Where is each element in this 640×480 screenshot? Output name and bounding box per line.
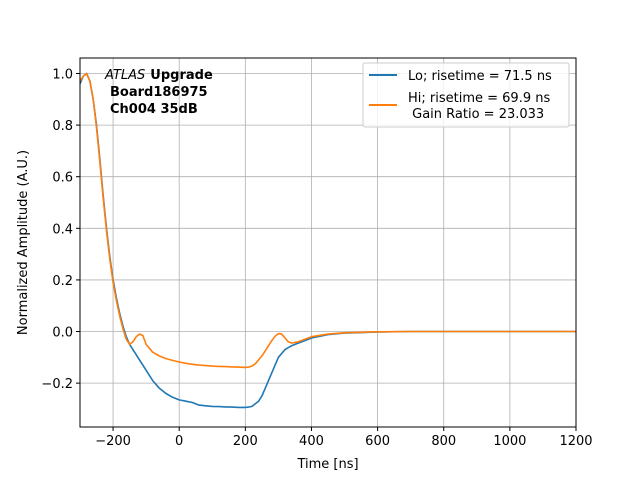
x-tick-label: 800 <box>431 434 456 449</box>
atlas-annotation: ATLAS Upgrade Board186975 Ch004 35dB <box>104 68 213 117</box>
annotation-upgrade: Upgrade <box>150 68 213 83</box>
y-tick-label: 0.2 <box>52 274 73 289</box>
annotation-line-1: ATLAS Upgrade <box>104 68 213 83</box>
annotation-atlas: ATLAS <box>104 68 145 83</box>
y-axis-label: Normalized Amplitude (A.U.) <box>16 150 31 335</box>
x-tick-label: 1000 <box>493 434 526 449</box>
legend-label-lo: Lo; risetime = 71.5 ns <box>408 69 552 84</box>
y-tick-label: 1.0 <box>52 67 73 82</box>
plot-frame <box>79 57 577 428</box>
series-hi-line <box>79 72 576 369</box>
series-layer <box>79 72 576 409</box>
y-tick-label: 0.8 <box>52 119 73 134</box>
ticks: −200 0 200 400 600 800 1000 1200 −0.2 0.0 0.2 0.4 0.… <box>41 67 592 449</box>
x-tick-label: −200 <box>95 434 131 449</box>
x-axis-label: Time [ns] <box>296 457 358 472</box>
annotation-line-3: Ch004 35dB <box>110 102 198 117</box>
x-tick-label: 1200 <box>559 434 592 449</box>
legend: Lo; risetime = 71.5 ns Hi; risetime = 69… <box>362 62 570 128</box>
x-tick-label: 200 <box>233 434 258 449</box>
legend-box <box>362 62 570 128</box>
y-tick-label: 0.6 <box>52 171 73 186</box>
x-tick-label: 400 <box>299 434 324 449</box>
legend-label-hi: Hi; risetime = 69.9 ns Gain Ratio = 23.0… <box>408 91 550 122</box>
y-tick-label: 0.4 <box>52 222 73 237</box>
y-tick-label: 0.0 <box>52 326 73 341</box>
y-tick-label: −0.2 <box>41 377 73 392</box>
x-tick-label: 0 <box>175 434 183 449</box>
x-tick-label: 600 <box>365 434 390 449</box>
annotation-line-2: Board186975 <box>110 85 208 100</box>
